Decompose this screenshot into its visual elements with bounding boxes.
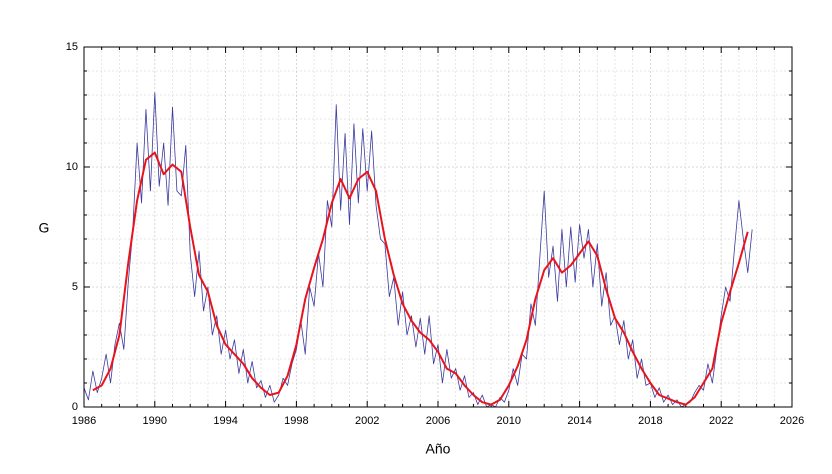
- plot-frame: [83, 46, 793, 408]
- x-tick-label: 2010: [497, 415, 521, 427]
- x-tick-label: 2002: [355, 415, 379, 427]
- x-axis-label: Año: [426, 441, 451, 457]
- series-line: [92, 151, 749, 406]
- x-tick-label: 1998: [284, 415, 308, 427]
- y-tick-label: 15: [66, 41, 78, 53]
- x-tick-label: 2022: [709, 415, 733, 427]
- x-tick-label: 2014: [567, 415, 591, 427]
- x-tick-label: 2006: [426, 415, 450, 427]
- y-tick-label: 5: [72, 281, 78, 293]
- y-tick-label: 0: [72, 401, 78, 413]
- x-tick-label: 1994: [213, 415, 237, 427]
- y-tick-label: 10: [66, 161, 78, 173]
- series-line: [83, 92, 753, 408]
- x-tick-label: 2026: [780, 415, 804, 427]
- x-tick-label: 2018: [638, 415, 662, 427]
- x-tick-label: 1986: [72, 415, 96, 427]
- y-axis-label: G: [39, 220, 50, 236]
- x-tick-label: 1990: [143, 415, 167, 427]
